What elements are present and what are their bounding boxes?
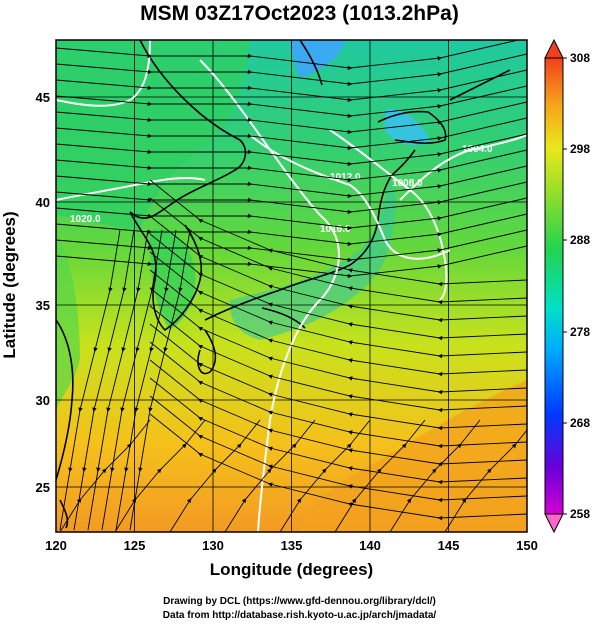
streamline	[56, 165, 527, 199]
colorbar-scale	[544, 57, 564, 515]
y-tick-label: 35	[36, 298, 50, 313]
colorbar-tick-label: 268	[570, 416, 590, 430]
x-tick-label: 120	[45, 538, 67, 553]
y-tick-label: 25	[36, 480, 50, 495]
colorbar-top-arrow	[544, 38, 564, 59]
y-axis: 25 30 35 40 45	[36, 90, 50, 495]
colorbar-tick-label: 258	[570, 507, 590, 521]
coastline-taiwan	[59, 499, 69, 529]
credit-data: Data from http://database.rish.kyoto-u.a…	[162, 610, 437, 621]
isobar-label-1004: 1004.0	[462, 144, 493, 155]
streamline	[56, 85, 527, 119]
x-tick-label: 150	[516, 538, 538, 553]
wind-streamlines	[56, 40, 527, 532]
x-axis-label: Longitude (degrees)	[209, 560, 374, 579]
x-axis: 120 125 130 135 140 145 150	[45, 538, 538, 553]
streamline	[444, 429, 527, 532]
streamline	[56, 101, 527, 135]
y-axis-label-text: Latitude (degrees)	[0, 211, 19, 359]
plot-frame	[55, 39, 528, 533]
isobar-label-1016: 1016.0	[320, 224, 351, 235]
streamline	[56, 40, 521, 71]
isobar-label-1012: 1012.0	[330, 172, 361, 183]
colorbar-tick-label: 288	[570, 233, 590, 247]
x-tick-label: 125	[124, 538, 146, 553]
isobar-label-1008: 1008.0	[392, 178, 423, 189]
colorbar-tick-label: 278	[570, 325, 590, 339]
streamline	[129, 229, 191, 531]
colorbar-bottom-arrow	[544, 513, 564, 534]
x-tick-label: 130	[202, 538, 224, 553]
streamline	[224, 419, 316, 532]
isobar-label-1020: 1020.0	[70, 214, 101, 225]
y-tick-label: 40	[36, 195, 50, 210]
y-tick-label: 45	[36, 90, 50, 105]
streamline	[389, 419, 481, 532]
streamline	[56, 181, 527, 215]
streamline	[56, 69, 527, 103]
streamline	[56, 117, 527, 151]
streamline	[169, 419, 261, 532]
colorbar-tick-label: 298	[570, 142, 590, 156]
x-tick-label: 140	[359, 538, 381, 553]
x-tick-label: 135	[281, 538, 303, 553]
colorbar-tick-label: 308	[570, 51, 590, 65]
map-title: MSM 03Z17Oct2023 (1013.2hPa)	[140, 2, 459, 25]
x-tick-label: 145	[438, 538, 460, 553]
streamline	[56, 53, 527, 87]
credit-drawing: Drawing by DCL (https://www.gfd-dennou.o…	[163, 596, 436, 607]
streamline	[56, 133, 527, 167]
streamline	[279, 419, 371, 532]
streamline	[334, 419, 426, 532]
colorbar: 308 298 288 278 268 258	[544, 38, 590, 534]
y-tick-label: 30	[36, 393, 50, 408]
streamline	[56, 149, 527, 183]
